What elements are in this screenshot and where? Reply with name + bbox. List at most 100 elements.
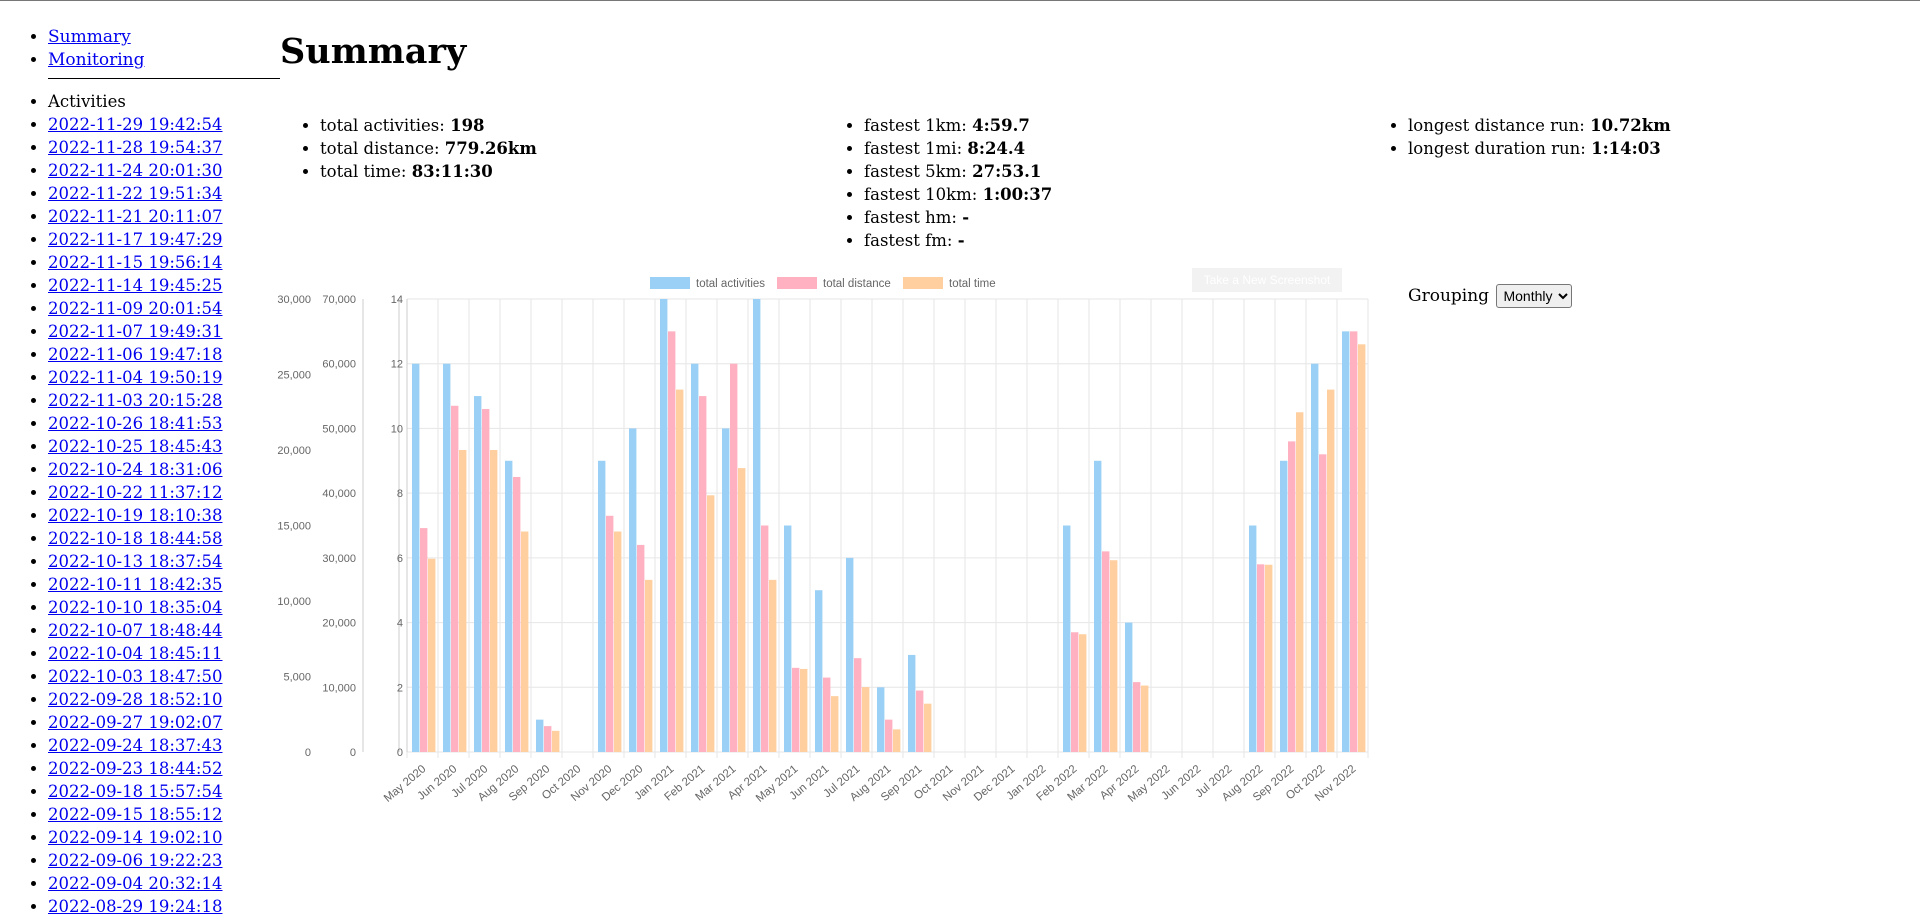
- bar-total-distance: [637, 544, 645, 752]
- bar-total-time: [1110, 560, 1118, 752]
- activity-link[interactable]: 2022-11-17 19:47:29: [48, 230, 223, 249]
- bar-total-time: [1296, 412, 1304, 752]
- stat-item: fastest 10km: 1:00:37: [864, 183, 1052, 206]
- bar-total-activities: [908, 654, 916, 752]
- nav-link-summary[interactable]: Summary: [48, 27, 131, 47]
- activity-item: 2022-10-11 18:42:35: [48, 573, 280, 596]
- bar-total-time: [521, 531, 529, 752]
- activity-link[interactable]: 2022-11-09 20:01:54: [48, 299, 223, 318]
- activity-item: 2022-11-21 20:11:07: [48, 205, 280, 228]
- tick-label-time: 15,000: [277, 521, 311, 533]
- activity-link[interactable]: 2022-10-22 11:37:12: [48, 483, 223, 502]
- tick-label-distance: 0: [350, 747, 356, 759]
- activity-item: 2022-11-06 19:47:18: [48, 343, 280, 366]
- grouping-select[interactable]: Monthly: [1496, 284, 1573, 308]
- stat-label: fastest hm:: [864, 208, 963, 227]
- activity-link[interactable]: 2022-11-04 19:50:19: [48, 368, 223, 387]
- activity-link[interactable]: 2022-10-13 18:37:54: [48, 552, 223, 571]
- nav-list: Summary Monitoring: [0, 1, 280, 72]
- bar-total-time: [552, 730, 560, 752]
- stat-item: fastest fm: -: [864, 229, 1052, 252]
- tick-label-distance: 20,000: [322, 618, 356, 630]
- bar-total-time: [1141, 685, 1149, 752]
- stat-value: -: [962, 208, 970, 227]
- activity-link[interactable]: 2022-11-21 20:11:07: [48, 207, 223, 226]
- tick-label-distance: 70,000: [322, 294, 356, 306]
- stat-value: 779.26km: [444, 139, 537, 158]
- activity-link[interactable]: 2022-10-25 18:45:43: [48, 437, 223, 456]
- activity-link[interactable]: 2022-09-06 19:22:23: [48, 851, 223, 870]
- activity-link[interactable]: 2022-11-06 19:47:18: [48, 345, 223, 364]
- activity-link[interactable]: 2022-10-11 18:42:35: [48, 575, 223, 594]
- tick-label-time: 20,000: [277, 445, 311, 457]
- bar-total-time: [707, 495, 715, 752]
- activity-link[interactable]: 2022-11-03 20:15:28: [48, 391, 223, 410]
- activity-link[interactable]: 2022-09-28 18:52:10: [48, 690, 223, 709]
- bar-total-distance: [1350, 331, 1358, 752]
- activity-item: 2022-10-04 18:45:11: [48, 642, 280, 665]
- activity-link[interactable]: 2022-09-15 18:55:12: [48, 805, 223, 824]
- stat-item: fastest hm: -: [864, 206, 1052, 229]
- activity-item: 2022-09-23 18:44:52: [48, 757, 280, 780]
- bar-total-activities: [412, 363, 420, 752]
- activity-item: 2022-11-04 19:50:19: [48, 366, 280, 389]
- bar-total-distance: [451, 405, 459, 752]
- summary-chart: 0 5,000 10,000 15,000 20,000 25,000 30,000 0 10,…: [275, 263, 1375, 823]
- tick-label-distance: 10,000: [322, 682, 356, 694]
- stat-value: 27:53.1: [972, 162, 1042, 181]
- nav-link-monitoring[interactable]: Monitoring: [48, 50, 145, 70]
- activity-link[interactable]: 2022-10-10 18:35:04: [48, 598, 223, 617]
- tick-label-time: 25,000: [277, 370, 311, 382]
- activity-item: 2022-09-15 18:55:12: [48, 803, 280, 826]
- bar-total-activities: [1311, 363, 1319, 752]
- activity-link[interactable]: 2022-10-19 18:10:38: [48, 506, 223, 525]
- activity-link[interactable]: 2022-11-15 19:56:14: [48, 253, 223, 272]
- activity-link[interactable]: 2022-11-29 19:42:54: [48, 115, 223, 134]
- tick-label-distance: 30,000: [322, 553, 356, 565]
- chart-svg: 0 5,000 10,000 15,000 20,000 25,000 30,000 0 10,…: [277, 277, 1369, 805]
- bar-total-time: [645, 579, 653, 752]
- stat-value: 10.72km: [1590, 116, 1671, 135]
- activity-link[interactable]: 2022-11-14 19:45:25: [48, 276, 223, 295]
- activity-link[interactable]: 2022-10-04 18:45:11: [48, 644, 223, 663]
- activity-link[interactable]: 2022-09-18 15:57:54: [48, 782, 223, 801]
- bar-total-time: [924, 703, 932, 752]
- bar-total-distance: [482, 409, 490, 752]
- activity-link[interactable]: 2022-09-24 18:37:43: [48, 736, 223, 755]
- activity-link[interactable]: 2022-11-07 19:49:31: [48, 322, 223, 341]
- activity-link[interactable]: 2022-09-04 20:32:14: [48, 874, 223, 893]
- activity-link[interactable]: 2022-11-28 19:54:37: [48, 138, 223, 157]
- tick-label-count: 10: [391, 423, 403, 435]
- activity-item: 2022-08-29 19:24:18: [48, 895, 280, 918]
- bar-total-distance: [606, 515, 614, 752]
- activity-link[interactable]: 2022-10-18 18:44:58: [48, 529, 223, 548]
- activity-link[interactable]: 2022-11-24 20:01:30: [48, 161, 223, 180]
- activity-link[interactable]: 2022-10-24 18:31:06: [48, 460, 223, 479]
- bar-total-time: [428, 558, 436, 752]
- activity-link[interactable]: 2022-09-27 19:02:07: [48, 713, 223, 732]
- activity-link[interactable]: 2022-09-14 19:02:10: [48, 828, 223, 847]
- activity-link[interactable]: 2022-10-07 18:48:44: [48, 621, 223, 640]
- bar-total-distance: [761, 525, 769, 752]
- stat-value: 1:00:37: [982, 185, 1053, 204]
- take-screenshot-button[interactable]: Take a New Screenshot: [1192, 268, 1342, 292]
- activity-item: 2022-09-06 19:22:23: [48, 849, 280, 872]
- activity-link[interactable]: 2022-11-22 19:51:34: [48, 184, 223, 203]
- activity-link[interactable]: 2022-09-23 18:44:52: [48, 759, 223, 778]
- bar-total-time: [862, 687, 870, 752]
- stat-label: fastest 1mi:: [864, 139, 968, 158]
- activity-item: 2022-10-13 18:37:54: [48, 550, 280, 573]
- bar-total-activities: [1094, 460, 1102, 752]
- activity-item: 2022-09-24 18:37:43: [48, 734, 280, 757]
- legend-label: total time: [949, 278, 996, 290]
- activity-link[interactable]: 2022-10-03 18:47:50: [48, 667, 223, 686]
- bar-total-activities: [660, 299, 668, 752]
- bar-total-activities: [815, 590, 823, 752]
- stat-label: fastest 5km:: [864, 162, 973, 181]
- nav-item-monitoring: Monitoring: [48, 49, 280, 72]
- bar-total-activities: [1280, 460, 1288, 752]
- activity-link[interactable]: 2022-08-29 19:24:18: [48, 897, 223, 916]
- activity-item: 2022-10-03 18:47:50: [48, 665, 280, 688]
- activity-link[interactable]: 2022-10-26 18:41:53: [48, 414, 223, 433]
- legend-swatch: [777, 277, 817, 289]
